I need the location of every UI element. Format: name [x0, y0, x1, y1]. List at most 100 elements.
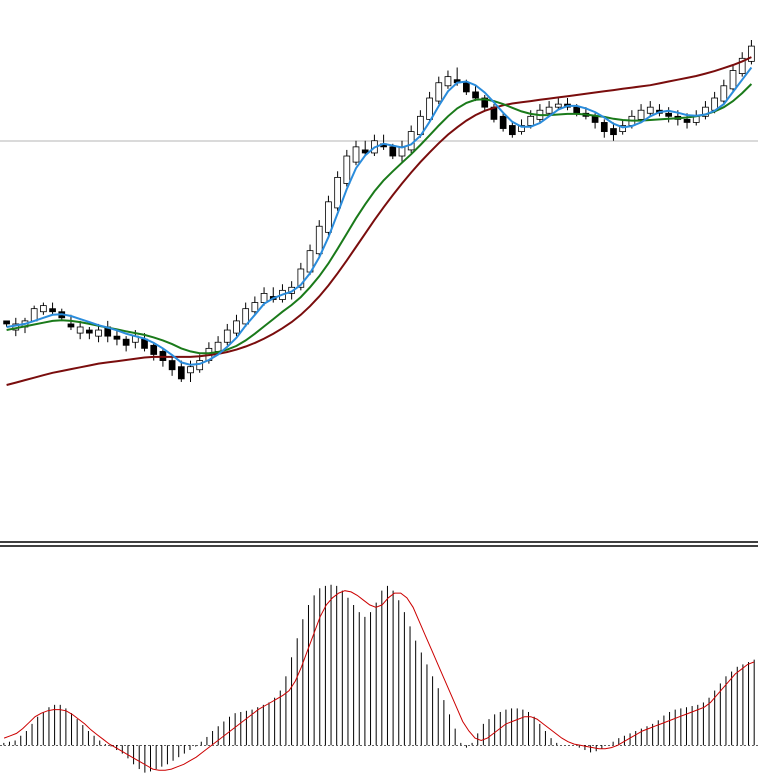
candle	[380, 134, 387, 150]
candle	[95, 323, 102, 343]
candle-body	[481, 97, 489, 108]
candle-body	[260, 293, 268, 303]
candle-body	[610, 128, 617, 136]
candle-body	[242, 308, 250, 325]
candle-body	[554, 103, 562, 108]
candle-body	[150, 344, 158, 355]
candle	[371, 134, 378, 157]
candle-body	[407, 131, 415, 151]
candle	[49, 302, 56, 315]
candle-body	[168, 360, 176, 371]
candle	[499, 113, 507, 132]
candle-body	[3, 320, 10, 325]
candle	[40, 302, 47, 315]
candle	[720, 79, 728, 105]
candle	[343, 149, 351, 187]
candle	[67, 314, 75, 331]
candle-body	[463, 82, 470, 93]
candle-body	[499, 115, 507, 129]
candle	[426, 91, 433, 123]
candle-body	[508, 125, 516, 136]
candle-body	[600, 122, 608, 132]
candle	[260, 287, 268, 306]
medium-moving-average-line	[6, 83, 753, 355]
candle	[738, 52, 746, 77]
oscillator-panel	[0, 584, 758, 773]
candle	[76, 320, 84, 340]
candle	[536, 104, 544, 123]
candle-body	[426, 97, 433, 120]
candle	[444, 70, 452, 89]
candle-body	[297, 268, 305, 288]
candle-body	[738, 57, 746, 74]
candle-body	[665, 112, 672, 117]
candle	[122, 336, 130, 352]
candle-body	[683, 118, 691, 123]
candle	[361, 140, 369, 157]
candle-body	[86, 329, 93, 334]
candle-body	[472, 91, 479, 99]
candle	[481, 94, 489, 111]
candle	[637, 104, 645, 123]
candle-body	[251, 302, 259, 313]
candle-body	[40, 305, 47, 313]
candle	[104, 320, 112, 343]
candle	[610, 122, 617, 141]
candle	[656, 104, 663, 117]
oscillator-signal-line	[3, 590, 755, 771]
candle	[407, 125, 415, 153]
candle	[113, 330, 121, 346]
candle	[646, 101, 654, 117]
candle	[352, 140, 360, 166]
candle-body	[545, 106, 553, 114]
candle-body	[573, 106, 581, 114]
candle	[334, 171, 341, 211]
panel-separator[interactable]	[0, 541, 758, 547]
fast-moving-average-line	[6, 66, 753, 366]
candle-body	[49, 308, 56, 313]
candle-body	[334, 176, 341, 209]
candle-body	[720, 85, 728, 102]
candle-body	[30, 308, 38, 322]
oscillator-histogram	[3, 584, 755, 773]
candle	[564, 98, 571, 111]
candle-body	[389, 146, 397, 157]
candle	[30, 305, 38, 322]
candle	[168, 354, 176, 376]
candle-body	[591, 115, 599, 123]
candle-body	[315, 225, 323, 255]
candle-body	[527, 115, 535, 126]
candle-body	[122, 338, 130, 346]
candle	[508, 122, 516, 138]
candle-body	[113, 335, 121, 340]
candle	[472, 85, 479, 102]
candle	[545, 101, 553, 117]
candle	[729, 64, 737, 92]
candle-body	[343, 155, 351, 184]
candle	[325, 195, 332, 236]
candle	[223, 323, 231, 346]
candle	[251, 296, 259, 315]
candle-body	[177, 366, 185, 380]
candle	[435, 76, 443, 105]
candle-body	[518, 125, 525, 132]
candle	[3, 320, 10, 327]
candle-body	[95, 329, 102, 337]
candle	[748, 40, 755, 65]
candle	[692, 110, 700, 126]
candle-body	[214, 341, 222, 352]
candle	[242, 302, 250, 327]
candle-body	[76, 326, 84, 334]
candle	[233, 314, 240, 337]
price-panel	[0, 40, 758, 386]
candle-body	[702, 106, 709, 117]
candle-body	[187, 366, 194, 374]
candle-body	[233, 320, 240, 334]
candle-body	[435, 82, 443, 102]
candle-body	[748, 45, 755, 62]
candle	[554, 98, 562, 111]
candle-body	[619, 125, 627, 132]
candle-body	[646, 106, 654, 114]
